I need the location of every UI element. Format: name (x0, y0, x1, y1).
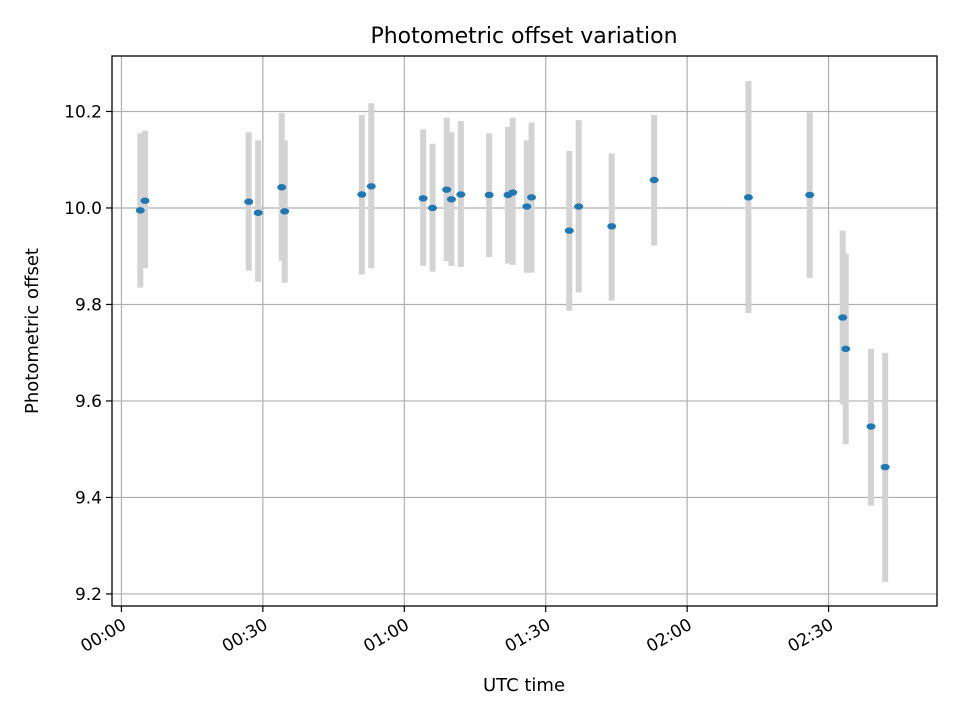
x-tick-label: 02:00 (643, 615, 695, 657)
data-point (253, 209, 263, 216)
data-point (527, 194, 537, 201)
data-point (838, 314, 848, 321)
data-point (607, 223, 617, 230)
plot-frame (111, 55, 938, 607)
data-point (366, 183, 376, 190)
x-tick-label: 00:30 (219, 615, 271, 657)
y-tick-label: 10.2 (64, 102, 102, 122)
data-point (805, 191, 815, 199)
y-tick-label: 9.8 (75, 295, 102, 315)
x-tick-label: 01:00 (360, 615, 412, 657)
data-point (508, 189, 518, 196)
data-point (442, 186, 452, 193)
y-tick-label: 9.4 (75, 488, 102, 508)
grid-lines (112, 56, 937, 606)
y-tick-label: 10.0 (64, 199, 102, 219)
data-point (446, 196, 456, 203)
data-point (140, 197, 150, 204)
data-point (357, 191, 367, 198)
data-point (280, 208, 290, 215)
y-axis-label: Photometric offset (22, 248, 43, 414)
x-axis-ticks: 00:00 00:30 01:00 01:30 02:00 02:30 (77, 606, 837, 657)
y-tick-label: 9.6 (75, 392, 102, 412)
data-points (135, 176, 890, 471)
x-tick-label: 01:30 (502, 615, 554, 657)
data-point (244, 198, 254, 205)
data-point (866, 423, 876, 430)
data-point (574, 203, 584, 210)
x-tick-label: 02:30 (785, 615, 837, 657)
data-point (135, 207, 145, 214)
data-point (649, 176, 659, 184)
data-point (277, 184, 287, 191)
data-point (841, 345, 851, 353)
y-axis-ticks: 9.2 9.4 9.6 9.8 10.0 10.2 (64, 102, 112, 605)
y-tick-label: 9.2 (75, 585, 102, 605)
data-point (743, 194, 753, 201)
data-point (484, 191, 494, 199)
data-point (564, 227, 574, 234)
data-point (428, 204, 438, 212)
error-bars (137, 81, 889, 582)
data-point (456, 191, 466, 198)
chart-title: Photometric offset variation (370, 24, 677, 49)
data-point (418, 195, 428, 202)
data-point (522, 203, 532, 210)
x-tick-label: 00:00 (77, 615, 129, 657)
data-point (880, 463, 890, 471)
x-axis-label: UTC time (483, 675, 565, 696)
